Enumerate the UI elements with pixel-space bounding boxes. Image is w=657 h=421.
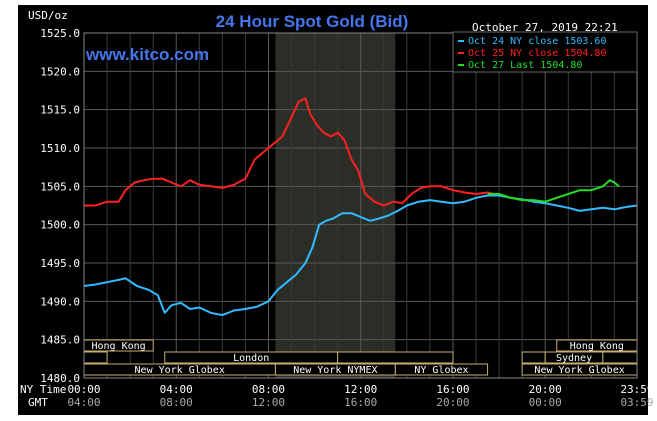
nymex-session-shading: [275, 33, 396, 378]
legend-entry: Oct 25 NY close 1504.80: [468, 48, 606, 59]
series-line-oct-25: [84, 97, 495, 207]
y-tick-label: 1525.0: [40, 27, 80, 40]
x-tick-label-gmt: 04:00: [67, 396, 100, 409]
series-line-oct-27: [487, 179, 620, 203]
session-bar-label: New York Globex: [135, 365, 225, 376]
y-tick-label: 1505.0: [40, 180, 80, 193]
x-tick-label-ny: 08:00: [252, 383, 285, 396]
y-tick-label: 1485.0: [40, 334, 80, 347]
x-tick-label-gmt: 00:00: [529, 396, 562, 409]
x-tick-label-gmt: 20:00: [436, 396, 469, 409]
session-bar-label: Sydney: [556, 353, 592, 364]
y-tick-label: 1520.0: [40, 65, 80, 78]
chart-date: October 27, 2019 22:21: [472, 21, 618, 34]
y-tick-label: 1515.0: [40, 104, 80, 117]
y-tick-label: 1500.0: [40, 219, 80, 232]
chart-title: 24 Hour Spot Gold (Bid): [216, 12, 409, 31]
x-tick-label-gmt: 16:00: [344, 396, 377, 409]
ny-time-row-label: NY Time: [20, 383, 66, 396]
session-bar-label: Hong Kong: [91, 341, 145, 352]
x-tick-label-ny: 20:00: [529, 383, 562, 396]
session-bar: [394, 363, 489, 376]
x-tick-label-ny: 16:00: [436, 383, 469, 396]
x-tick-label-ny: 23:59: [620, 383, 653, 396]
session-bar-label: New York Globex: [534, 365, 624, 376]
y-tick-label: 1510.0: [40, 142, 80, 155]
session-bar: [83, 351, 108, 364]
x-tick-label-ny: 12:00: [344, 383, 377, 396]
y-tick-labels: 1525.0 1520.0 1515.0 1510.0 1505.0 1500.0 1495…: [40, 27, 80, 385]
session-bar-label: New York NYMEX: [293, 365, 377, 376]
session-bar-label: London: [233, 353, 269, 364]
session-bar: [337, 351, 454, 364]
plot-border: [83, 32, 638, 379]
x-tick-label-ny: 00:00: [67, 383, 100, 396]
y-tick-label: 1490.0: [40, 295, 80, 308]
x-tick-label-gmt: 03:59: [620, 396, 653, 409]
y-tick-label: 1480.0: [40, 372, 80, 385]
x-tick-labels: 00:00 04:00 08:00 12:00 16:00 20:00 23:5904:00…: [67, 383, 653, 409]
legend-swatch: [458, 40, 464, 42]
x-tick-label-gmt: 12:00: [252, 396, 285, 409]
y-tick-label: 1495.0: [40, 257, 80, 270]
session-bar: [602, 351, 638, 364]
legend-entry: Oct 24 NY close 1503.60: [468, 36, 606, 47]
legend-swatch: [458, 64, 464, 66]
kitco-watermark: www.kitco.com: [85, 45, 209, 64]
legend-swatch: [458, 52, 464, 54]
y-axis-unit: USD/oz: [28, 9, 68, 22]
x-tick-label-ny: 04:00: [160, 383, 193, 396]
legend-box: [452, 31, 638, 73]
session-bar-label: Hong Kong: [570, 341, 624, 352]
legend-entry: Oct 27 Last 1504.80: [468, 60, 582, 71]
price-series: [83, 97, 638, 317]
session-bar-label: NY Globex: [414, 365, 468, 376]
gmt-row-label: GMT: [28, 396, 48, 409]
session-bar: [521, 351, 546, 364]
x-tick-label-gmt: 08:00: [160, 396, 193, 409]
series-line-oct-24: [83, 194, 638, 317]
